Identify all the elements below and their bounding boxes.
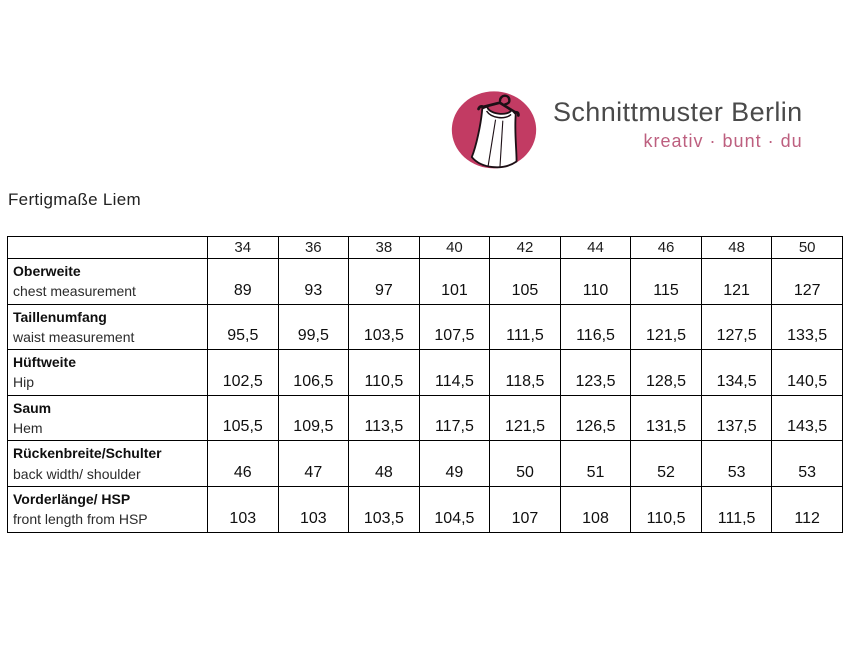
measurement-value: 107,5 <box>418 303 491 351</box>
measurement-value: 93 <box>277 258 350 305</box>
measurement-value: 137,5 <box>700 394 773 442</box>
measurement-value: 53 <box>700 440 773 487</box>
measurement-value: 115 <box>630 258 702 305</box>
measurement-label-de: Vorderlänge/ HSP <box>13 490 131 507</box>
measurement-label-en: chest measurement <box>13 283 136 300</box>
measurement-label-en: front length from HSP <box>13 511 148 528</box>
measurement-value: 110 <box>559 258 632 305</box>
corner-cell <box>7 236 208 259</box>
measurement-label: Oberweite chest measurement <box>7 258 208 305</box>
measurement-value: 105 <box>489 258 561 305</box>
measurement-value: 114,5 <box>418 349 491 396</box>
measurement-value: 50 <box>489 440 561 487</box>
measurement-value: 49 <box>418 440 491 487</box>
measurement-value: 103 <box>207 485 279 533</box>
measurement-value: 143,5 <box>771 394 843 442</box>
measurement-value: 140,5 <box>771 349 843 396</box>
size-column-header: 44 <box>559 236 632 259</box>
measurement-label: Vorderlänge/ HSP front length from HSP <box>7 485 208 533</box>
table-row: Oberweite chest measurement 89 93 97 101 105 11… <box>7 258 843 305</box>
size-header-row: 34 36 38 40 42 44 46 48 50 <box>7 236 843 259</box>
table-row: Taillenumfang waist measurement 95,5 99,5 10… <box>7 303 843 351</box>
measurement-value: 127 <box>771 258 843 305</box>
size-column-header: 36 <box>277 236 350 259</box>
measurement-value: 101 <box>418 258 491 305</box>
size-column-header: 34 <box>207 236 279 259</box>
measurement-value: 131,5 <box>630 394 702 442</box>
measurement-label: Saum Hem <box>7 394 208 442</box>
size-column-header: 50 <box>771 236 843 259</box>
measurement-label-de: Hüftweite <box>13 354 76 371</box>
measurement-value: 52 <box>630 440 702 487</box>
measurement-value: 104,5 <box>418 485 491 533</box>
measurement-label-en: Hem <box>13 420 43 437</box>
measurement-value: 110,5 <box>630 485 702 533</box>
brand-logo: Schnittmuster Berlin kreativ · bunt · du <box>448 85 803 173</box>
measurement-value: 128,5 <box>630 349 702 396</box>
measurement-value: 121,5 <box>630 303 702 351</box>
measurement-value: 103,5 <box>348 485 420 533</box>
measurement-label-en: back width/ shoulder <box>13 465 141 482</box>
measurement-value: 116,5 <box>559 303 632 351</box>
measurement-value: 109,5 <box>277 394 350 442</box>
measurement-value: 89 <box>207 258 279 305</box>
measurement-label-de: Taillenumfang <box>13 308 107 325</box>
measurement-label: Hüftweite Hip <box>7 349 208 396</box>
measurement-value: 99,5 <box>277 303 350 351</box>
measurement-label-de: Oberweite <box>13 263 81 279</box>
measurement-label: Rückenbreite/Schulter back width/ shoulde… <box>7 440 208 487</box>
measurement-value: 106,5 <box>277 349 350 396</box>
measurement-value: 103 <box>277 485 350 533</box>
measurement-value: 121 <box>700 258 773 305</box>
measurement-label: Taillenumfang waist measurement <box>7 303 208 351</box>
dress-on-hanger-icon <box>451 91 537 169</box>
measurement-value: 121,5 <box>489 394 561 442</box>
measurement-value: 133,5 <box>771 303 843 351</box>
size-column-header: 46 <box>630 236 702 259</box>
measurement-value: 126,5 <box>559 394 632 442</box>
measurement-value: 103,5 <box>348 303 420 351</box>
measurement-value: 118,5 <box>489 349 561 396</box>
measurement-value: 46 <box>207 440 279 487</box>
table-row: Hüftweite Hip 102,5 106,5 110,5 114,5 118,5 123… <box>7 349 843 396</box>
brand-name: Schnittmuster Berlin <box>553 97 803 127</box>
measurement-value: 51 <box>559 440 632 487</box>
size-column-header: 40 <box>418 236 491 259</box>
measurement-value: 134,5 <box>700 349 773 396</box>
size-column-header: 48 <box>700 236 773 259</box>
measurement-value: 107 <box>489 485 561 533</box>
size-table: 34 36 38 40 42 44 46 48 50 Oberweite chest measur… <box>7 236 843 533</box>
measurement-value: 111,5 <box>489 303 561 351</box>
measurement-value: 53 <box>771 440 843 487</box>
measurement-value: 108 <box>559 485 632 533</box>
brand-text: Schnittmuster Berlin kreativ · bunt · du <box>553 85 803 152</box>
measurement-value: 127,5 <box>700 303 773 351</box>
measurement-value: 95,5 <box>207 303 279 351</box>
measurement-value: 113,5 <box>348 394 420 442</box>
table-row: Saum Hem 105,5 109,5 113,5 117,5 121,5 126,5 131… <box>7 394 843 442</box>
measurement-value: 105,5 <box>207 394 279 442</box>
measurement-value: 47 <box>277 440 350 487</box>
measurement-label-de: Saum <box>13 399 52 416</box>
measurement-label-de: Rückenbreite/Schulter <box>13 445 162 462</box>
measurement-value: 117,5 <box>418 394 491 442</box>
measurement-value: 48 <box>348 440 420 487</box>
measurement-label-en: waist measurement <box>13 328 135 345</box>
measurement-value: 112 <box>771 485 843 533</box>
size-column-header: 38 <box>348 236 420 259</box>
brand-tagline: kreativ · bunt · du <box>643 130 803 151</box>
measurement-label-en: Hip <box>13 374 35 391</box>
size-column-header: 42 <box>489 236 561 259</box>
table-row: Rückenbreite/Schulter back width/ shoulde… <box>7 440 843 487</box>
table-row: Vorderlänge/ HSP front length from HSP 103… <box>7 485 843 533</box>
measurement-value: 97 <box>348 258 420 305</box>
measurement-value: 123,5 <box>559 349 632 396</box>
measurement-value: 102,5 <box>207 349 279 396</box>
page-title: Fertigmaße Liem <box>8 190 141 209</box>
measurement-value: 111,5 <box>700 485 773 533</box>
measurement-value: 110,5 <box>348 349 420 396</box>
